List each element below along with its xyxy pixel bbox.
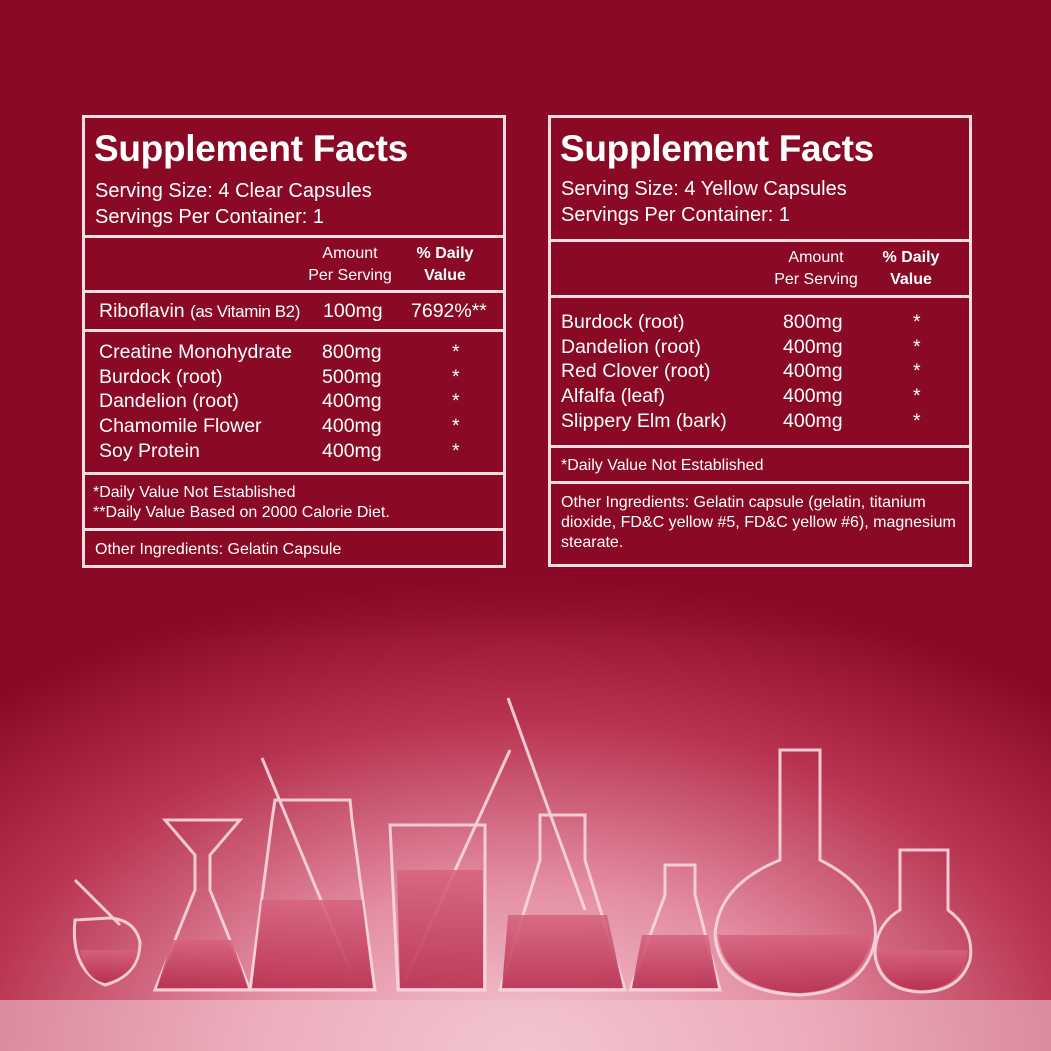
lab-glassware-image xyxy=(0,697,1051,1051)
amount-header-line: Per Serving xyxy=(308,267,392,284)
small-flask xyxy=(627,863,722,992)
large-beaker xyxy=(248,798,377,992)
header-section: Supplement Facts Serving Size: 4 Yellow … xyxy=(551,118,969,242)
header-section: Supplement Facts Serving Size: 4 Clear C… xyxy=(85,118,503,238)
ingredient-name: Red Clover (root) xyxy=(561,360,711,383)
ingredient-dv: * xyxy=(913,311,921,333)
ingredient-amount: 400mg xyxy=(783,409,843,432)
ingredient-dv: * xyxy=(452,390,460,413)
dv-header-line: % Daily xyxy=(416,245,474,262)
other-ingredients-section: Other Ingredients: Gelatin Capsule xyxy=(85,531,503,568)
beaker xyxy=(388,823,487,992)
ingredient-row: Burdock (root) 800mg * xyxy=(561,310,969,335)
footnotes-section: *Daily Value Not Established xyxy=(551,448,969,484)
ingredient-dv: * xyxy=(913,335,921,358)
table-reflection xyxy=(0,1000,1051,1051)
ingredient-name: Creatine Monohydrate xyxy=(99,341,292,363)
ingredient-row: Chamomile Flower 400mg * xyxy=(99,414,503,439)
footnote: *Daily Value Not Established xyxy=(93,484,296,501)
column-header: Amount Per Serving % Daily Value xyxy=(551,242,969,298)
other-ingredients: Other Ingredients: Gelatin Capsule xyxy=(95,541,342,558)
ingredient-row: Dandelion (root) 400mg * xyxy=(99,389,503,414)
daily-value-header: % Daily Value xyxy=(866,247,956,291)
rod xyxy=(506,697,587,911)
servings-per-container: Servings Per Container: 1 xyxy=(561,204,791,226)
title: Supplement Facts xyxy=(560,128,874,169)
ingredient-dv: * xyxy=(913,360,921,383)
amount-header-line: Amount xyxy=(788,249,844,266)
ingredient-dv: * xyxy=(452,365,460,388)
amount-header: Amount Per Serving xyxy=(761,247,871,291)
ingredient-amount: 800mg xyxy=(322,341,382,363)
retort-flask xyxy=(72,878,142,987)
footnote: **Daily Value Based on 2000 Calorie Diet… xyxy=(93,504,390,521)
amount-header-line: Amount xyxy=(322,245,378,262)
ingredient-dv: 7692%** xyxy=(411,300,487,322)
serving-size: Serving Size: 4 Yellow Capsules xyxy=(561,178,847,200)
ingredient-row: Dandelion (root) 400mg * xyxy=(561,335,969,360)
ingredient-dv: * xyxy=(913,409,921,432)
ingredient-amount: 400mg xyxy=(322,390,382,413)
footnote: *Daily Value Not Established xyxy=(561,457,764,474)
dv-header-line: Value xyxy=(424,267,466,284)
riboflavin-section: Riboflavin (as Vitamin B2) 100mg 7692%** xyxy=(85,293,503,332)
ingredient-amount: 400mg xyxy=(783,385,843,408)
ingredient-name: Burdock (root) xyxy=(99,365,223,388)
other-ingredients-section: Other Ingredients: Gelatin capsule (gela… xyxy=(551,484,969,567)
ingredient-name: Alfalfa (leaf) xyxy=(561,385,666,408)
ingredient-name: Dandelion (root) xyxy=(561,335,701,358)
ingredient-dv: * xyxy=(452,415,460,438)
dv-header-line: Value xyxy=(890,271,932,288)
ingredient-row: Red Clover (root) 400mg * xyxy=(561,359,969,384)
servings-per-container: Servings Per Container: 1 xyxy=(95,206,325,228)
ingredient-amount: 100mg xyxy=(323,300,383,322)
ingredient-dv: * xyxy=(913,385,921,408)
amount-header-line: Per Serving xyxy=(774,271,858,288)
round-flask xyxy=(713,748,877,997)
ingredient-row: Slippery Elm (bark) 400mg * xyxy=(561,409,969,434)
ingredient-name: Chamomile Flower xyxy=(99,415,262,438)
ingredient-name: Burdock (root) xyxy=(561,311,685,333)
ingredient-row: Burdock (root) 500mg * xyxy=(99,365,503,390)
ingredient-row: Soy Protein 400mg * xyxy=(99,439,503,464)
ingredient-dv: * xyxy=(452,439,460,462)
erlenmeyer-flask xyxy=(497,813,628,992)
pitcher-beaker xyxy=(873,848,973,994)
other-ingredients: Other Ingredients: Gelatin capsule (gela… xyxy=(561,494,956,551)
ingredient-amount: 800mg xyxy=(783,311,843,333)
ingredient-amount: 400mg xyxy=(783,335,843,358)
footnotes-section: *Daily Value Not Established **Daily Val… xyxy=(85,475,503,531)
amount-header: Amount Per Serving xyxy=(295,243,405,287)
ingredient-name: Slippery Elm (bark) xyxy=(561,409,727,432)
ingredient-amount: 500mg xyxy=(322,365,382,388)
riboflavin-row: Riboflavin (as Vitamin B2) 100mg 7692%** xyxy=(85,299,503,325)
ingredient-name: Dandelion (root) xyxy=(99,390,239,413)
ingredient-row: Alfalfa (leaf) 400mg * xyxy=(561,384,969,409)
ingredient-dv: * xyxy=(452,341,460,363)
ingredients-section: Creatine Monohydrate 800mg * Burdock (root)… xyxy=(85,332,503,475)
title: Supplement Facts xyxy=(94,128,408,169)
ingredient-amount: 400mg xyxy=(783,360,843,383)
dv-header-line: % Daily xyxy=(882,249,940,266)
supplement-facts-clear: Supplement Facts Serving Size: 4 Clear C… xyxy=(82,115,506,568)
serving-size: Serving Size: 4 Clear Capsules xyxy=(95,180,372,202)
supplement-facts-yellow: Supplement Facts Serving Size: 4 Yellow … xyxy=(548,115,972,567)
daily-value-header: % Daily Value xyxy=(400,243,490,287)
ingredient-name: Soy Protein xyxy=(99,439,200,462)
ingredient-amount: 400mg xyxy=(322,439,382,462)
column-header: Amount Per Serving % Daily Value xyxy=(85,238,503,293)
ingredient-row: Creatine Monohydrate 800mg * xyxy=(99,340,503,365)
ingredients-section: Burdock (root) 800mg * Dandelion (root) 400m… xyxy=(551,298,969,448)
ingredient-note: (as Vitamin B2) xyxy=(190,302,300,321)
ingredient-amount: 400mg xyxy=(322,415,382,438)
ingredient-name: Riboflavin xyxy=(99,300,185,322)
